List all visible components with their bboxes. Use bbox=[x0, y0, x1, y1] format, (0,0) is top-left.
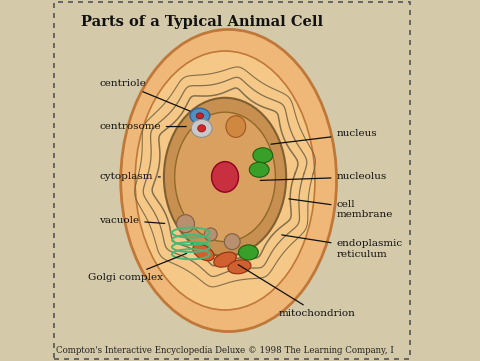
Text: cell
membrane: cell membrane bbox=[289, 199, 393, 219]
Ellipse shape bbox=[190, 108, 210, 123]
Ellipse shape bbox=[191, 119, 212, 137]
Ellipse shape bbox=[164, 98, 286, 256]
Ellipse shape bbox=[121, 30, 336, 331]
Ellipse shape bbox=[173, 116, 227, 231]
Text: vacuole: vacuole bbox=[99, 216, 165, 225]
Ellipse shape bbox=[204, 228, 217, 241]
Ellipse shape bbox=[196, 113, 204, 119]
Ellipse shape bbox=[135, 51, 315, 310]
Text: nucleus: nucleus bbox=[271, 129, 377, 144]
Ellipse shape bbox=[224, 234, 240, 249]
Text: Golgi complex: Golgi complex bbox=[88, 253, 187, 282]
Ellipse shape bbox=[249, 162, 269, 177]
Text: Parts of a Typical Animal Cell: Parts of a Typical Animal Cell bbox=[81, 15, 324, 29]
Text: endoplasmic
reticulum: endoplasmic reticulum bbox=[282, 235, 403, 258]
Ellipse shape bbox=[177, 215, 194, 232]
Text: cytoplasm: cytoplasm bbox=[99, 173, 160, 182]
Text: Compton's Interactive Encyclopedia Deluxe © 1998 The Learning Company, I: Compton's Interactive Encyclopedia Delux… bbox=[56, 346, 394, 355]
Text: nucleolus: nucleolus bbox=[260, 173, 387, 182]
Ellipse shape bbox=[239, 245, 258, 260]
Ellipse shape bbox=[193, 244, 214, 261]
Text: mitochondrion: mitochondrion bbox=[238, 265, 356, 318]
Text: centrosome: centrosome bbox=[99, 122, 186, 131]
Ellipse shape bbox=[214, 252, 236, 267]
Ellipse shape bbox=[253, 148, 273, 163]
Ellipse shape bbox=[226, 116, 246, 137]
Ellipse shape bbox=[212, 162, 239, 192]
Text: centriole: centriole bbox=[99, 79, 190, 111]
Ellipse shape bbox=[198, 125, 205, 132]
Ellipse shape bbox=[175, 112, 276, 242]
Ellipse shape bbox=[228, 260, 251, 274]
